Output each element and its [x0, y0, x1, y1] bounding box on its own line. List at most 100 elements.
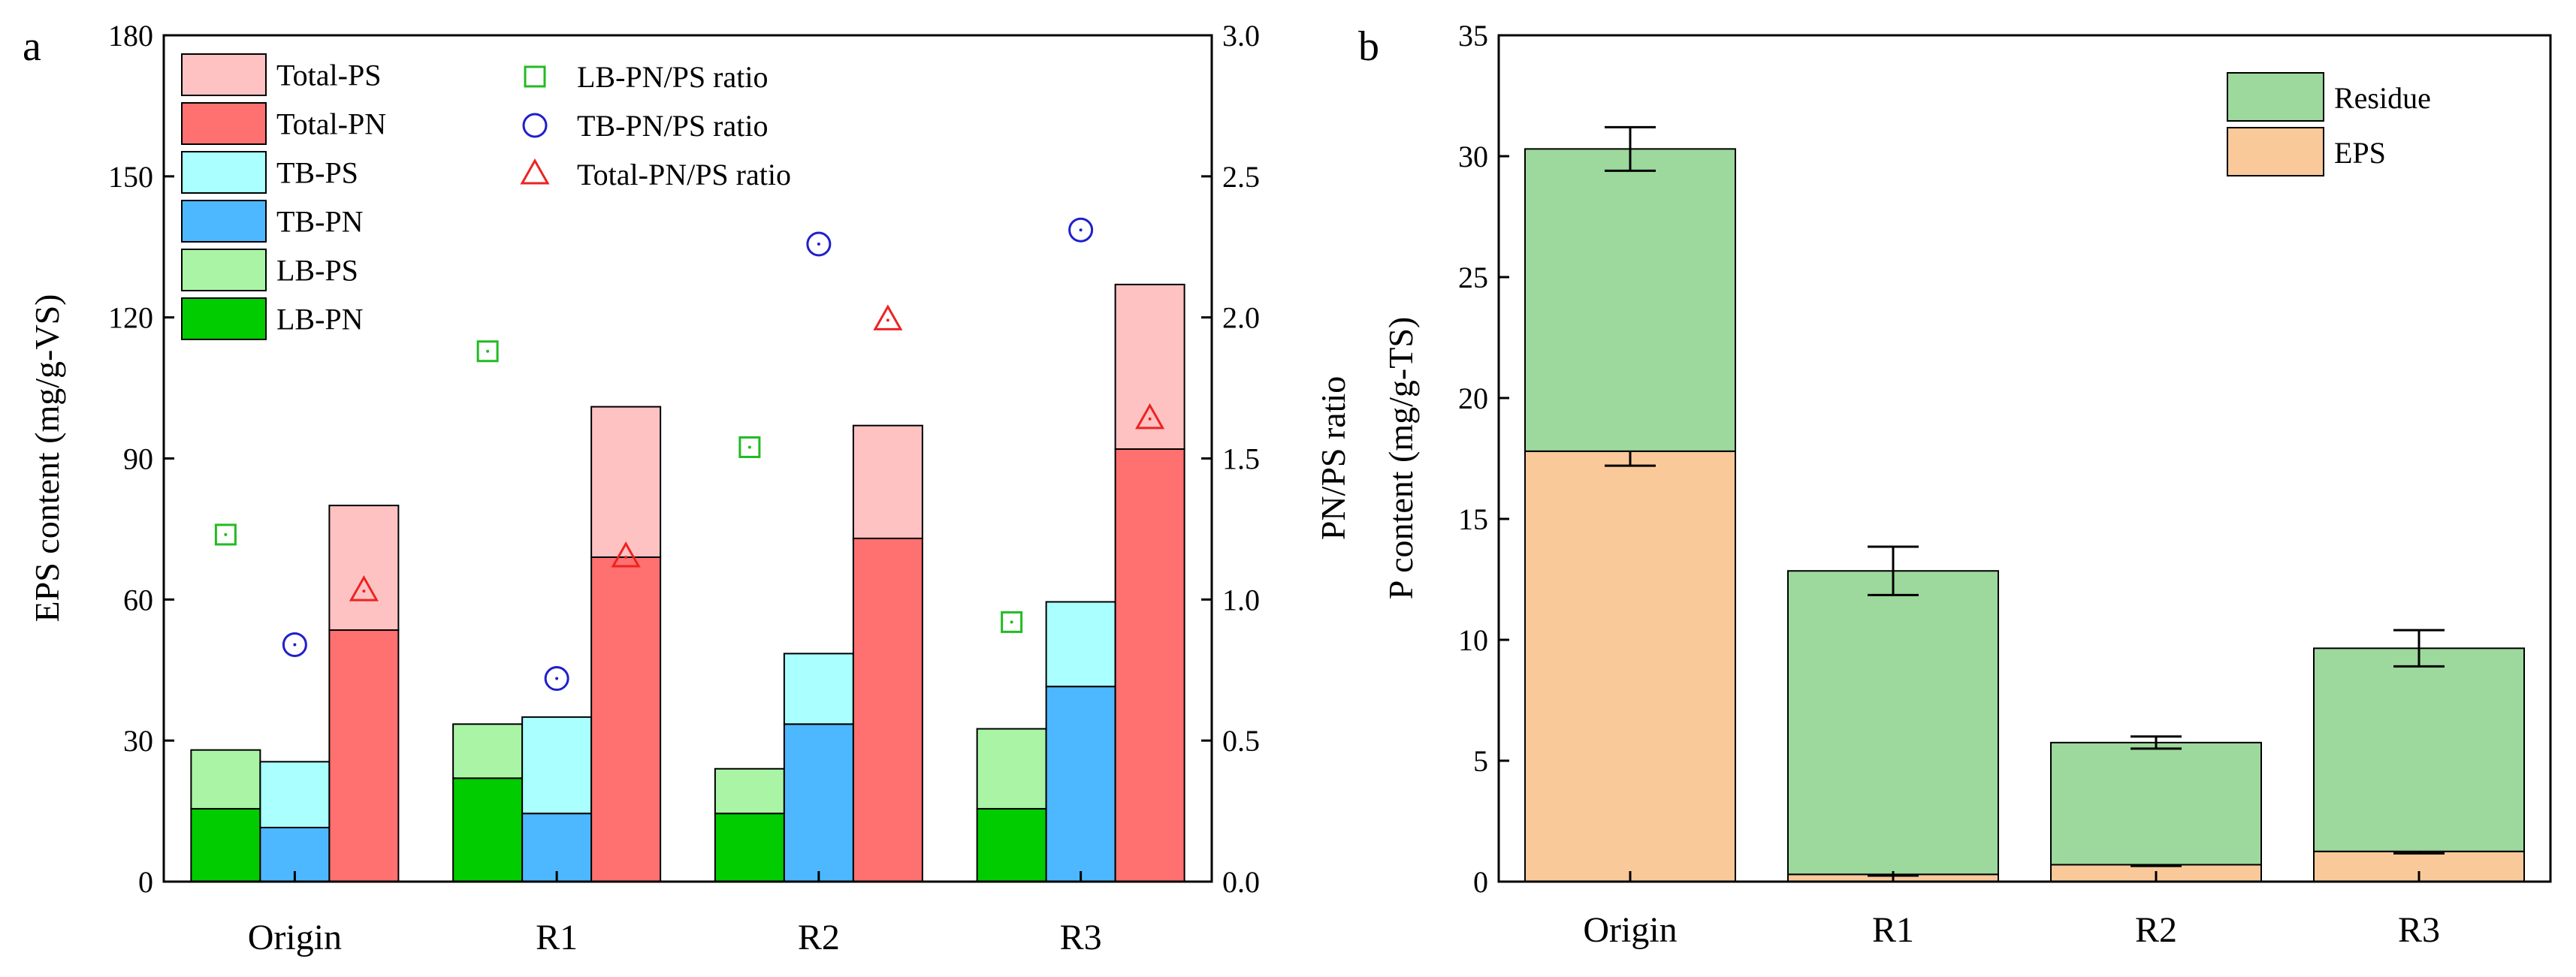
a-ytick-label-150: 150 — [108, 160, 153, 194]
bar-tb-pn-r2 — [783, 723, 854, 883]
legend-label-total-ps: Total-PS — [276, 59, 381, 92]
bar-total-pn-r3 — [1114, 448, 1185, 882]
panel-b-x-axis: Origin R1 R2 R3 — [1583, 871, 2440, 950]
b-ytick-label-35: 35 — [1458, 19, 1488, 53]
b-ytick-label-0: 0 — [1473, 865, 1488, 899]
legend-swatch-lb-pn — [181, 297, 267, 340]
panel-b-chart: b 0 5 10 15 20 25 30 35 Origin R1 R2 R3 P content … — [1358, 19, 2552, 950]
a-rtick-label-2-0: 2.0 — [1222, 301, 1260, 335]
ratio-total-pn-ps-ratio-r1 — [611, 541, 641, 568]
bar-lb-ps-r1 — [452, 723, 524, 779]
ratio-tb-pn-ps-ratio-origin-dot — [293, 643, 297, 647]
bar-total-pn-r2 — [852, 537, 923, 882]
panel-a-letter: a — [23, 23, 41, 70]
legend-marker-total-pn-ps-ratio — [520, 158, 550, 185]
bar-total-ps-r2 — [852, 424, 923, 539]
ratio-total-pn-ps-ratio-origin — [349, 575, 379, 602]
bar-lb-ps-r3 — [976, 728, 1047, 810]
ratio-tb-pn-ps-ratio-r2 — [806, 231, 832, 257]
bar-residue-r3 — [2313, 647, 2525, 852]
panel-a-y-axis-title: EPS content (mg/g-VS) — [28, 294, 66, 623]
bar-lb-ps-origin — [190, 749, 261, 810]
ratio-tb-pn-ps-ratio-r1 — [544, 666, 569, 692]
legend-swatch-total-pn — [181, 102, 267, 145]
legend-label-tb-pn-ps-ratio: TB-PN/PS ratio — [577, 109, 768, 143]
panel-a-bars — [190, 283, 1185, 883]
b-category-r1: R1 — [1872, 910, 1914, 950]
ratio-total-pn-ps-ratio-r3 — [1135, 403, 1165, 430]
ratio-lb-pn-ps-ratio-r2 — [738, 436, 761, 458]
legend-swatch-total-ps — [181, 53, 267, 96]
bar-lb-pn-origin — [190, 807, 261, 882]
bar-tb-ps-origin — [259, 761, 331, 828]
a-ytick-label-30: 30 — [123, 724, 153, 758]
legend-label-tb-pn: TB-PN — [276, 205, 364, 239]
ratio-total-pn-ps-ratio-origin-dot — [362, 590, 366, 593]
legend-label-total-pn-ps-ratio: Total-PN/PS ratio — [577, 158, 791, 191]
ratio-lb-pn-ps-ratio-origin — [214, 523, 237, 546]
panel-a-chart: a 0 30 60 90 120 150 180 0.0 0.5 1.0 1.5 2.0 2.5 3.0… — [23, 19, 1352, 957]
a-rtick-label-0-0: 0.0 — [1222, 865, 1260, 899]
ratio-total-pn-ps-ratio-r3-dot — [1148, 417, 1152, 421]
legend-swatch-tb-pn — [181, 200, 267, 243]
legend-marker-lb-pn-ps-ratio — [524, 65, 546, 88]
bar-total-pn-origin — [328, 629, 400, 883]
a-ytick-label-60: 60 — [123, 583, 153, 617]
ratio-tb-pn-ps-ratio-r1-dot — [555, 677, 559, 680]
bar-residue-origin — [1524, 148, 1736, 452]
ratio-lb-pn-ps-ratio-r1 — [476, 340, 499, 363]
b-category-origin: Origin — [1583, 910, 1677, 950]
panel-b-bars — [1524, 125, 2525, 882]
panel-b-legend: Residue EPS — [2227, 72, 2431, 176]
a-rtick-label-0-5: 0.5 — [1222, 724, 1260, 758]
bar-tb-ps-r1 — [521, 716, 593, 815]
bar-lb-ps-r2 — [714, 767, 785, 815]
legend-label-tb-ps: TB-PS — [276, 156, 358, 190]
bar-total-pn-r1 — [590, 556, 662, 882]
legend-label-lb-pn: LB-PN — [276, 303, 364, 336]
panel-b-frame — [1497, 34, 2552, 883]
ratio-lb-pn-ps-ratio-r1-dot — [486, 349, 490, 353]
a-category-r3: R3 — [1060, 918, 1102, 957]
b-ytick-label-5: 5 — [1473, 744, 1488, 778]
bar-total-ps-r3 — [1114, 283, 1185, 450]
ratio-tb-pn-ps-ratio-r2-dot — [817, 242, 820, 246]
a-rtick-label-1-5: 1.5 — [1222, 442, 1260, 476]
b-ytick-label-30: 30 — [1458, 140, 1488, 173]
a-rtick-label-1-0: 1.0 — [1222, 583, 1260, 617]
panel-b-letter: b — [1358, 23, 1379, 70]
bar-tb-ps-r3 — [1045, 601, 1116, 688]
a-ytick-label-90: 90 — [123, 442, 153, 476]
ratio-tb-pn-ps-ratio-r3-dot — [1079, 228, 1083, 232]
bar-residue-r1 — [1787, 570, 1999, 876]
b-ytick-label-15: 15 — [1458, 502, 1488, 536]
ratio-lb-pn-ps-ratio-r3 — [1001, 611, 1023, 633]
bar-lb-pn-r1 — [452, 777, 524, 883]
a-ytick-label-120: 120 — [108, 301, 153, 335]
a-rtick-label-2-5: 2.5 — [1222, 160, 1260, 194]
legend-swatch-tb-ps — [181, 151, 267, 194]
bar-total-ps-origin — [328, 505, 400, 632]
panel-a-left-axis: 0 30 60 90 120 150 180 — [108, 19, 174, 899]
panel-a-right-axis: 0.0 0.5 1.0 1.5 2.0 2.5 3.0 — [1201, 19, 1260, 899]
bar-lb-pn-r2 — [714, 813, 785, 882]
ratio-total-pn-ps-ratio-r2 — [873, 304, 903, 330]
legend-swatch-eps — [2227, 127, 2324, 176]
bar-tb-pn-r1 — [521, 813, 593, 882]
a-category-r2: R2 — [798, 918, 840, 957]
panel-a-legend: Total-PS Total-PN TB-PS TB-PN LB-PS LB-PN LB-P… — [181, 53, 791, 340]
legend-label-residue: Residue — [2334, 81, 2431, 115]
panel-a-right-axis-title: PN/PS ratio — [1314, 376, 1352, 541]
ratio-lb-pn-ps-ratio-r3-dot — [1010, 620, 1013, 624]
bar-eps-origin — [1524, 450, 1736, 882]
panel-a-x-axis: Origin R1 R2 R3 — [248, 871, 1102, 957]
ratio-total-pn-ps-ratio-r2-dot — [886, 318, 889, 322]
a-rtick-label-3-0: 3.0 — [1222, 19, 1260, 53]
panel-b-y-axis-title: P content (mg/g-TS) — [1382, 317, 1420, 599]
legend-label-lb-ps: LB-PS — [276, 254, 358, 288]
legend-marker-tb-pn-ps-ratio — [522, 113, 548, 138]
legend-swatch-residue — [2227, 72, 2324, 122]
ratio-lb-pn-ps-ratio-origin-dot — [224, 532, 228, 536]
b-ytick-label-20: 20 — [1458, 381, 1488, 415]
